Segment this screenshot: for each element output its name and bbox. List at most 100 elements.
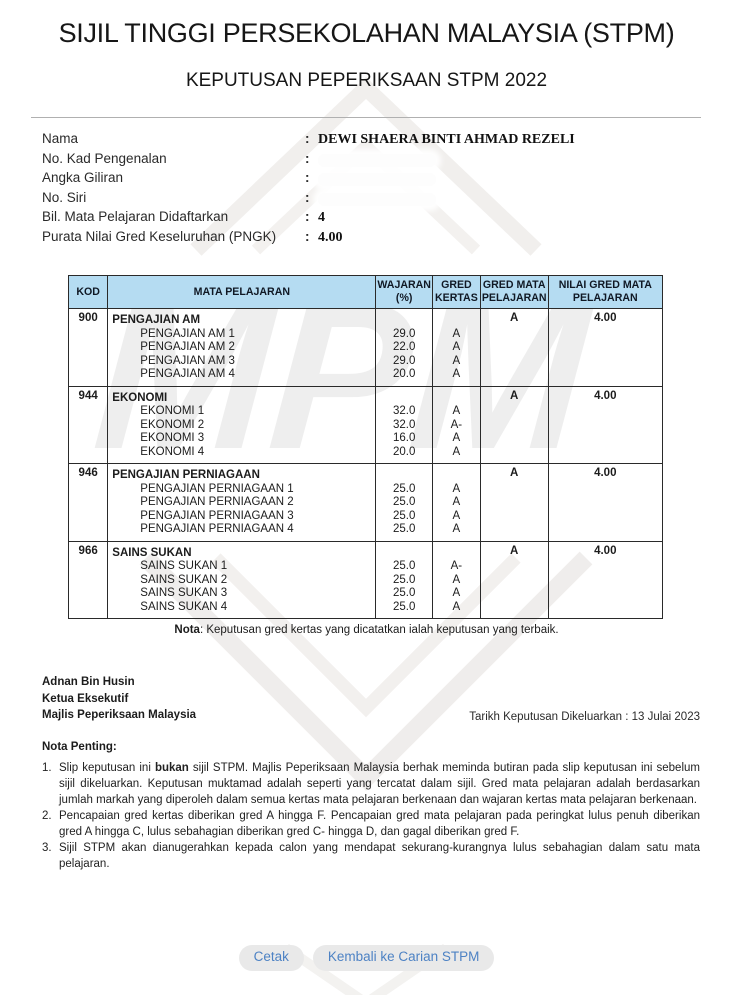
print-button[interactable]: Cetak	[238, 945, 304, 971]
signatory-org: Majlis Peperiksaan Malaysia	[42, 708, 197, 721]
result-slip-page: SIJIL TINGGI PERSEKOLAHAN MALAYSIA (STPM…	[0, 18, 733, 971]
paper-name: SAINS SUKAN 4	[107, 600, 377, 619]
paper-name: EKONOMI 1	[107, 405, 377, 419]
paper-grade: A	[431, 354, 481, 369]
paper-subject-grade-empty	[479, 509, 549, 524]
paper-grade: A-	[431, 560, 481, 574]
paper-value-empty	[547, 405, 664, 419]
subject-block: 966 SAINS SUKAN A 4.00 SAINS SUKAN 1 25.0 A- SA…	[67, 541, 664, 619]
paper-subject-grade-empty	[479, 368, 549, 387]
paper-value-empty	[547, 445, 664, 464]
paper-name: EKONOMI 4	[107, 445, 377, 464]
page-subtitle: KEPUTUSAN PEPERIKSAAN STPM 2022	[185, 70, 548, 91]
paper-row: PENGAJIAN AM 1 29.0 A	[67, 327, 664, 342]
back-to-search-button[interactable]: Kembali ke Carian STPM	[312, 945, 495, 971]
paper-grade: A	[431, 587, 481, 601]
subject-grade: A	[479, 308, 549, 328]
paper-code-empty	[67, 560, 109, 574]
paper-name: EKONOMI 2	[107, 418, 377, 433]
paper-subject-grade-empty	[479, 418, 549, 433]
important-note-item: 3. Sijil STPM akan dianugerahkan kepada c…	[42, 840, 700, 872]
paper-subject-grade-empty	[479, 354, 549, 369]
redacted-value	[318, 153, 436, 167]
subject-code: 944	[67, 386, 109, 406]
info-separator: :	[305, 209, 310, 224]
paper-name: PENGAJIAN PERNIAGAAN 2	[107, 496, 377, 510]
subject-weight-empty	[375, 386, 433, 406]
paper-grade: A	[431, 405, 481, 419]
paper-row: PENGAJIAN PERNIAGAAN 3 25.0 A	[67, 509, 664, 524]
info-row: Nama: DEWI SHAERA BINTI AHMAD REZELI	[42, 131, 733, 151]
subject-code: 966	[67, 541, 109, 561]
paper-row: PENGAJIAN AM 3 29.0 A	[67, 354, 664, 369]
paper-code-empty	[67, 354, 109, 369]
paper-row: PENGAJIAN PERNIAGAAN 4 25.0 A	[67, 523, 664, 542]
paper-weight: 25.0	[375, 560, 433, 574]
subject-grade: A	[479, 541, 549, 561]
paper-weight: 25.0	[375, 509, 433, 524]
paper-grade: A	[431, 368, 481, 387]
paper-name: PENGAJIAN PERNIAGAAN 3	[107, 509, 377, 524]
paper-value-empty	[547, 509, 664, 524]
paper-value-empty	[547, 482, 664, 497]
paper-grade: A	[431, 573, 481, 588]
subject-grade-value: 4.00	[547, 541, 664, 561]
table-note-label: Nota	[174, 624, 200, 637]
paper-row: EKONOMI 1 32.0 A	[67, 405, 664, 419]
paper-row: EKONOMI 4 20.0 A	[67, 445, 664, 464]
subject-grade: A	[479, 463, 549, 483]
paper-row: PENGAJIAN AM 2 22.0 A	[67, 341, 664, 355]
paper-code-empty	[67, 405, 109, 419]
paper-value-empty	[547, 368, 664, 387]
paper-code-empty	[67, 432, 109, 446]
subject-paper-grade-empty	[431, 463, 481, 483]
results-table-header: KOD MATA PELAJARAN WAJARAN (%) GRED KERT…	[67, 275, 664, 310]
paper-subject-grade-empty	[479, 482, 549, 497]
subject-paper-grade-empty	[431, 541, 481, 561]
results-table: KOD MATA PELAJARAN WAJARAN (%) GRED KERT…	[67, 275, 664, 620]
subject-name: PENGAJIAN PERNIAGAAN	[107, 463, 377, 483]
info-label: Angka Giliran	[42, 170, 124, 185]
subject-name: PENGAJIAN AM	[107, 308, 377, 328]
paper-grade: A-	[431, 418, 481, 433]
subject-grade-value: 4.00	[547, 308, 664, 328]
info-value: DEWI SHAERA BINTI AHMAD REZELI	[318, 132, 575, 147]
subject-row: 966 SAINS SUKAN A 4.00	[67, 541, 664, 561]
page-title: SIJIL TINGGI PERSEKOLAHAN MALAYSIA (STPM…	[58, 18, 675, 48]
paper-name: PENGAJIAN AM 1	[107, 327, 377, 342]
subject-block: 900 PENGAJIAN AM A 4.00 PENGAJIAN AM 1 29.0 A P…	[67, 308, 664, 387]
paper-subject-grade-empty	[479, 573, 549, 588]
note-number: 1.	[42, 761, 52, 774]
paper-subject-grade-empty	[479, 587, 549, 601]
paper-weight: 25.0	[375, 482, 433, 497]
paper-subject-grade-empty	[479, 496, 549, 510]
col-header-nilai-gred: NILAI GRED MATA PELAJARAN	[547, 275, 664, 310]
info-separator: :	[305, 228, 310, 244]
col-header-mata-pelajaran: MATA PELAJARAN	[107, 275, 377, 310]
paper-weight: 29.0	[375, 354, 433, 369]
paper-weight: 29.0	[375, 327, 433, 342]
info-value: 4.00	[318, 229, 343, 245]
paper-weight: 22.0	[375, 341, 433, 355]
info-label: Nama	[42, 131, 79, 146]
paper-row: EKONOMI 3 16.0 A	[67, 432, 664, 446]
paper-code-empty	[67, 327, 109, 342]
info-row: Angka Giliran:	[42, 170, 733, 190]
subject-block: 944 EKONOMI A 4.00 EKONOMI 1 32.0 A EKONOMI 2 32…	[67, 386, 664, 464]
paper-subject-grade-empty	[479, 600, 549, 619]
paper-grade: A	[431, 482, 481, 497]
paper-value-empty	[547, 354, 664, 369]
important-notes-heading: Nota Penting:	[42, 740, 117, 753]
paper-grade: A	[431, 327, 481, 342]
paper-code-empty	[67, 573, 109, 588]
paper-code-empty	[67, 418, 109, 433]
subject-paper-grade-empty	[431, 308, 481, 328]
paper-name: PENGAJIAN AM 4	[107, 368, 377, 387]
result-issue-date: Tarikh Keputusan Dikeluarkan : 13 Julai …	[469, 710, 700, 723]
info-row: No. Siri:	[42, 190, 733, 210]
paper-row: SAINS SUKAN 4 25.0 A	[67, 600, 664, 619]
subject-weight-empty	[375, 308, 433, 328]
info-label: Bil. Mata Pelajaran Didaftarkan	[42, 209, 229, 224]
paper-value-empty	[547, 418, 664, 433]
paper-code-empty	[67, 445, 109, 464]
